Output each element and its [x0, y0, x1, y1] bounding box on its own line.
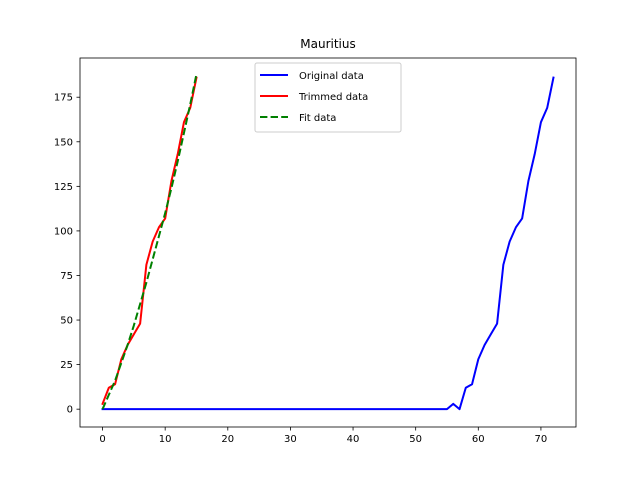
x-tick-label: 10: [159, 434, 172, 445]
axes: 0 10 20 30 40 50 60 70 0 25 50 75 100 125 150 175: [54, 57, 577, 445]
y-tick-label: 50: [60, 316, 73, 327]
y-tick-label: 25: [60, 360, 73, 371]
series-line-1: [101, 76, 198, 406]
plot-area: [101, 73, 555, 411]
axes-frame: [79, 57, 577, 428]
x-tick-label: 70: [535, 434, 548, 445]
legend-label-1: Trimmed data: [298, 92, 368, 103]
y-tick-label: 75: [60, 271, 73, 282]
x-tick-label: 0: [99, 434, 105, 445]
legend: Original data Trimmed data Fit data: [254, 62, 402, 133]
y-tick-label: 150: [54, 137, 73, 148]
legend-box: [254, 62, 402, 133]
x-tick-label: 60: [472, 434, 485, 445]
chart-title: Mauritius: [300, 37, 355, 51]
y-tick-label: 100: [54, 226, 73, 237]
x-tick-label: 30: [284, 434, 297, 445]
legend-label-2: Fit data: [299, 113, 336, 124]
x-tick-label: 20: [221, 434, 234, 445]
y-tick-label: 0: [67, 405, 73, 416]
x-tick-label: 50: [409, 434, 422, 445]
legend-label-0: Original data: [299, 71, 364, 82]
y-tick-label: 175: [54, 93, 73, 104]
x-tick-label: 40: [347, 434, 360, 445]
series-group: [101, 73, 555, 411]
y-tick-label: 125: [54, 182, 73, 193]
series-line-0: [101, 76, 555, 411]
